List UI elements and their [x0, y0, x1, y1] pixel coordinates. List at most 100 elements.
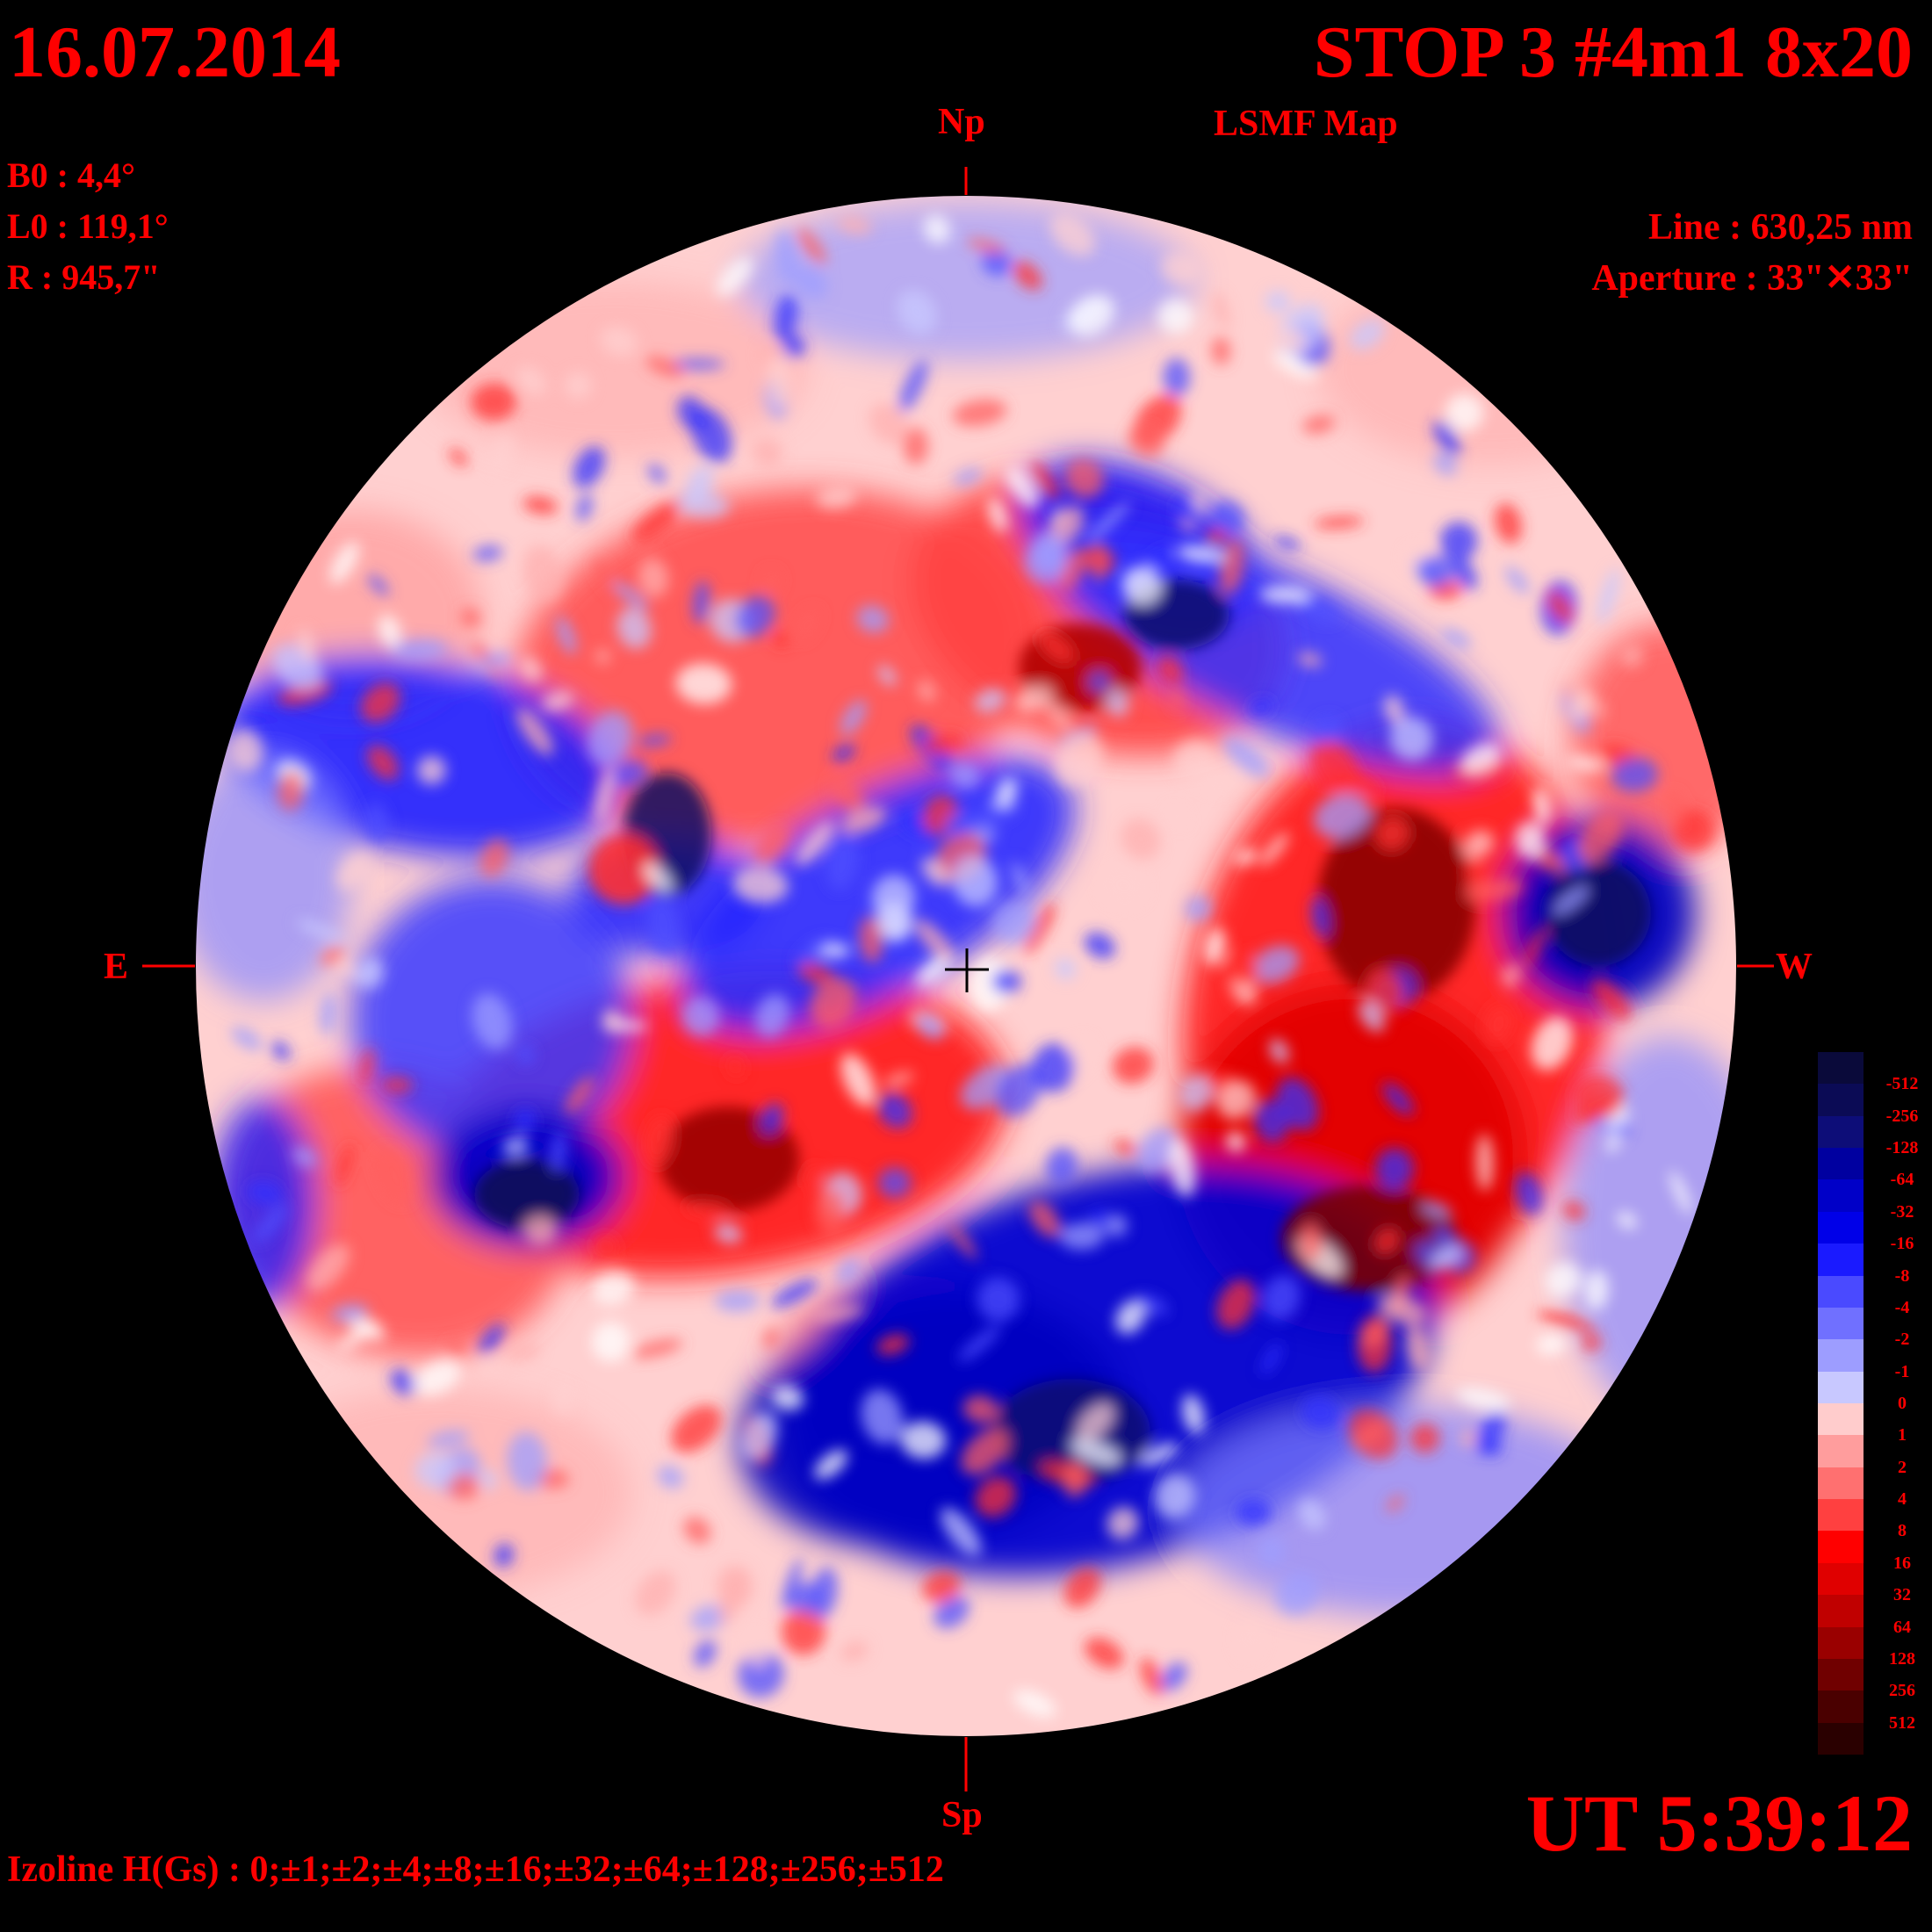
field-region	[1076, 1402, 1114, 1442]
field-region	[1313, 516, 1365, 529]
field-region	[1483, 1440, 1503, 1456]
field-region	[1311, 740, 1359, 795]
legend-swatch	[1818, 1435, 1864, 1468]
field-region	[635, 1570, 676, 1616]
field-region	[877, 1167, 912, 1199]
legend-label: -4	[1894, 1297, 1910, 1317]
field-region	[923, 733, 964, 754]
field-region	[1430, 1244, 1464, 1271]
legend-swatch	[1818, 1467, 1864, 1500]
field-region	[1445, 393, 1484, 432]
field-region	[814, 1449, 848, 1480]
disk-field	[195, 195, 1737, 1737]
field-region	[1059, 1222, 1105, 1251]
field-region	[794, 265, 828, 299]
field-region	[587, 710, 633, 767]
field-region	[595, 649, 610, 664]
field-region	[271, 1041, 291, 1061]
field-region	[810, 1567, 838, 1619]
field-region	[900, 1421, 947, 1460]
field-region	[475, 1359, 502, 1375]
field-region	[600, 326, 638, 357]
field-region	[1258, 1535, 1286, 1566]
field-region	[1537, 1310, 1595, 1331]
field-region	[446, 1340, 465, 1356]
field-region	[476, 652, 511, 669]
field-region	[1421, 1201, 1452, 1218]
field-region	[738, 1651, 784, 1698]
legend-label: 512	[1889, 1712, 1915, 1733]
field-region	[616, 607, 652, 649]
field-region	[645, 1114, 674, 1166]
param-b0: B0 : 4,4°	[7, 155, 135, 195]
field-region	[367, 573, 389, 596]
west-label: W	[1776, 947, 1813, 987]
field-region	[542, 690, 574, 711]
legend-swatch	[1818, 1052, 1864, 1085]
field-region	[1494, 502, 1523, 544]
legend-swatch	[1818, 1403, 1864, 1436]
field-region	[643, 862, 673, 893]
field-region	[523, 1214, 558, 1245]
field-region	[472, 992, 513, 1050]
field-region	[1121, 566, 1162, 606]
field-region	[376, 1149, 414, 1204]
field-region	[1226, 1131, 1245, 1152]
field-region	[1070, 1438, 1122, 1467]
field-region	[295, 919, 345, 941]
field-region	[1163, 357, 1191, 397]
field-region	[781, 1607, 826, 1655]
field-region	[735, 595, 775, 638]
field-region	[1568, 690, 1592, 722]
field-region	[298, 629, 316, 661]
field-region	[1475, 1134, 1494, 1192]
field-region	[1234, 848, 1258, 865]
field-region	[523, 544, 564, 602]
field-region	[1091, 1209, 1109, 1228]
field-region	[1432, 420, 1461, 456]
field-region	[739, 1411, 778, 1460]
field-region	[1474, 1411, 1506, 1454]
field-region	[1154, 1474, 1196, 1518]
field-region	[415, 1452, 457, 1489]
field-region	[953, 467, 983, 486]
field-region	[292, 1147, 318, 1168]
field-region	[647, 464, 667, 484]
field-region	[1502, 963, 1520, 988]
field-region	[306, 1244, 350, 1292]
field-region	[922, 1570, 961, 1603]
field-region	[859, 916, 883, 963]
aperture: Aperture : 33"✕33"	[1591, 258, 1913, 299]
field-region	[565, 371, 592, 400]
field-region	[1249, 698, 1273, 716]
field-region	[555, 616, 577, 655]
field-region	[840, 1640, 869, 1662]
field-region	[1577, 811, 1624, 863]
field-region	[1222, 736, 1270, 778]
field-region	[1063, 1460, 1088, 1498]
field-region	[588, 834, 659, 905]
field-region	[646, 896, 681, 955]
field-region	[1669, 1171, 1692, 1215]
legend-swatch	[1818, 1499, 1864, 1532]
field-region	[975, 1476, 1017, 1517]
field-region	[1055, 957, 1077, 980]
field-region	[1013, 261, 1042, 291]
field-region	[479, 1469, 497, 1490]
field-region	[1028, 1200, 1061, 1238]
field-region	[958, 1325, 1001, 1362]
field-region	[829, 775, 864, 812]
field-region	[1301, 1395, 1340, 1430]
field-region	[1562, 1200, 1586, 1221]
field-region	[494, 1543, 514, 1568]
field-region	[1223, 952, 1259, 986]
legend-swatch	[1818, 1148, 1864, 1180]
field-region	[883, 1071, 914, 1087]
field-region	[796, 938, 831, 966]
field-region	[1275, 1571, 1319, 1616]
field-region	[1085, 1637, 1124, 1669]
field-region	[320, 947, 344, 966]
legend-label: -2	[1894, 1330, 1910, 1350]
field-region	[1405, 1324, 1431, 1371]
